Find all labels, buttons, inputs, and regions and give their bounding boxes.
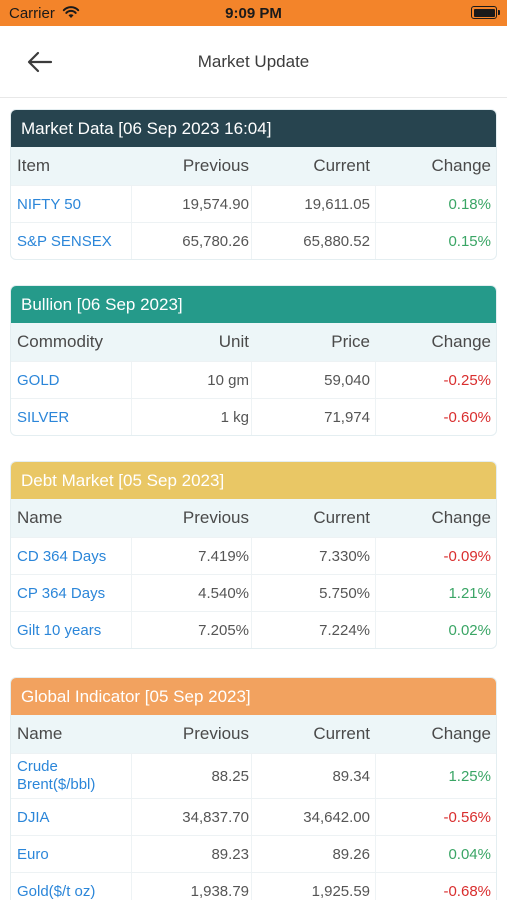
current-value: 89.26 — [332, 845, 370, 863]
column-header: Change — [431, 724, 491, 743]
previous-value: 34,837.70 — [182, 808, 249, 826]
change-value: 0.15% — [448, 232, 491, 250]
table-row: SILVER 1 kg 71,974 -0.60% — [11, 398, 496, 435]
table-row: GOLD 10 gm 59,040 -0.25% — [11, 361, 496, 398]
global-indicator-card: Global Indicator [05 Sep 2023] Name Prev… — [10, 677, 497, 900]
item-link[interactable]: S&P SENSEX — [17, 232, 112, 250]
item-link[interactable]: CP 364 Days — [17, 584, 106, 602]
current-value: 65,880.52 — [303, 232, 370, 250]
change-value: 0.18% — [448, 195, 491, 213]
current-value: 7.224% — [319, 621, 370, 639]
column-header: Unit — [218, 332, 249, 351]
table-header-row: Name Previous Current Change — [11, 715, 496, 753]
market-data-header: Market Data [06 Sep 2023 16:04] — [11, 110, 496, 147]
change-value: -0.68% — [443, 882, 491, 900]
unit-value: 1 kg — [220, 408, 249, 426]
column-header: Current — [313, 508, 370, 527]
navigation-bar: Market Update — [0, 26, 507, 98]
column-header: Item — [17, 156, 51, 175]
carrier-label: Carrier — [9, 5, 55, 22]
status-bar: Carrier 9:09 PM — [0, 0, 507, 26]
current-value: 7.330% — [319, 547, 370, 565]
column-header: Previous — [182, 156, 249, 175]
previous-value: 88.25 — [211, 767, 249, 785]
change-value: 0.04% — [448, 845, 491, 863]
change-value: -0.09% — [443, 547, 491, 565]
table-row: DJIA 34,837.70 34,642.00 -0.56% — [11, 798, 496, 835]
price-value: 71,974 — [324, 408, 370, 426]
battery-icon — [471, 6, 500, 19]
table-row: CD 364 Days 7.419% 7.330% -0.09% — [11, 537, 496, 574]
previous-value: 7.419% — [198, 547, 249, 565]
debt-market-card: Debt Market [05 Sep 2023] Name Previous … — [10, 461, 497, 649]
back-arrow-icon[interactable] — [26, 50, 54, 74]
column-header: Name — [17, 508, 63, 527]
page-title: Market Update — [197, 52, 310, 71]
table-row: Euro 89.23 89.26 0.04% — [11, 835, 496, 872]
item-link[interactable]: Gilt 10 years — [17, 621, 102, 639]
column-header: Current — [313, 724, 370, 743]
table-row: Gold($/t oz) 1,938.79 1,925.59 -0.68% — [11, 872, 496, 900]
change-value: -0.56% — [443, 808, 491, 826]
wifi-icon — [62, 6, 80, 18]
column-header: Change — [431, 332, 491, 351]
table-header-row: Name Previous Current Change — [11, 499, 496, 537]
current-value: 5.750% — [319, 584, 370, 602]
current-value: 19,611.05 — [304, 195, 370, 213]
column-header: Commodity — [17, 332, 103, 351]
current-value: 1,925.59 — [311, 882, 370, 900]
column-header: Name — [17, 724, 63, 743]
previous-value: 1,938.79 — [190, 882, 249, 900]
current-value: 34,642.00 — [303, 808, 370, 826]
item-link[interactable]: CD 364 Days — [17, 547, 107, 565]
column-header: Previous — [182, 508, 249, 527]
table-row: S&P SENSEX 65,780.26 65,880.52 0.15% — [11, 222, 496, 259]
market-data-card: Market Data [06 Sep 2023 16:04] Item Pre… — [10, 109, 497, 260]
price-value: 59,040 — [324, 371, 370, 389]
previous-value: 19,574.90 — [182, 195, 249, 213]
change-value: 1.25% — [448, 767, 491, 785]
change-value: -0.25% — [443, 371, 491, 389]
item-link[interactable]: Euro — [17, 845, 49, 863]
unit-value: 10 gm — [207, 371, 249, 389]
previous-value: 65,780.26 — [182, 232, 249, 250]
bullion-header: Bullion [06 Sep 2023] — [11, 286, 496, 323]
change-value: -0.60% — [443, 408, 491, 426]
item-link[interactable]: Crude Brent($/bbl) — [17, 758, 96, 793]
column-header: Previous — [182, 724, 249, 743]
global-indicator-header: Global Indicator [05 Sep 2023] — [11, 678, 496, 715]
status-time: 9:09 PM — [225, 5, 282, 22]
bullion-card: Bullion [06 Sep 2023] Commodity Unit Pri… — [10, 285, 497, 436]
table-row: NIFTY 50 19,574.90 19,611.05 0.18% — [11, 185, 496, 222]
column-header: Change — [431, 156, 491, 175]
column-header: Change — [431, 508, 491, 527]
item-link[interactable]: NIFTY 50 — [17, 195, 81, 213]
debt-market-header: Debt Market [05 Sep 2023] — [11, 462, 496, 499]
column-header: Price — [331, 332, 370, 351]
column-header: Current — [313, 156, 370, 175]
table-row: Gilt 10 years 7.205% 7.224% 0.02% — [11, 611, 496, 648]
table-row: Crude Brent($/bbl) 88.25 89.34 1.25% — [11, 753, 496, 798]
commodity-link[interactable]: SILVER — [17, 408, 70, 426]
previous-value: 89.23 — [211, 845, 249, 863]
table-row: CP 364 Days 4.540% 5.750% 1.21% — [11, 574, 496, 611]
current-value: 89.34 — [332, 767, 370, 785]
item-link[interactable]: Gold($/t oz) — [17, 882, 96, 900]
previous-value: 4.540% — [198, 584, 249, 602]
previous-value: 7.205% — [198, 621, 249, 639]
commodity-link[interactable]: GOLD — [17, 371, 60, 389]
table-header-row: Commodity Unit Price Change — [11, 323, 496, 361]
item-link[interactable]: DJIA — [17, 808, 50, 826]
change-value: 0.02% — [448, 621, 491, 639]
change-value: 1.21% — [448, 584, 491, 602]
table-header-row: Item Previous Current Change — [11, 147, 496, 185]
